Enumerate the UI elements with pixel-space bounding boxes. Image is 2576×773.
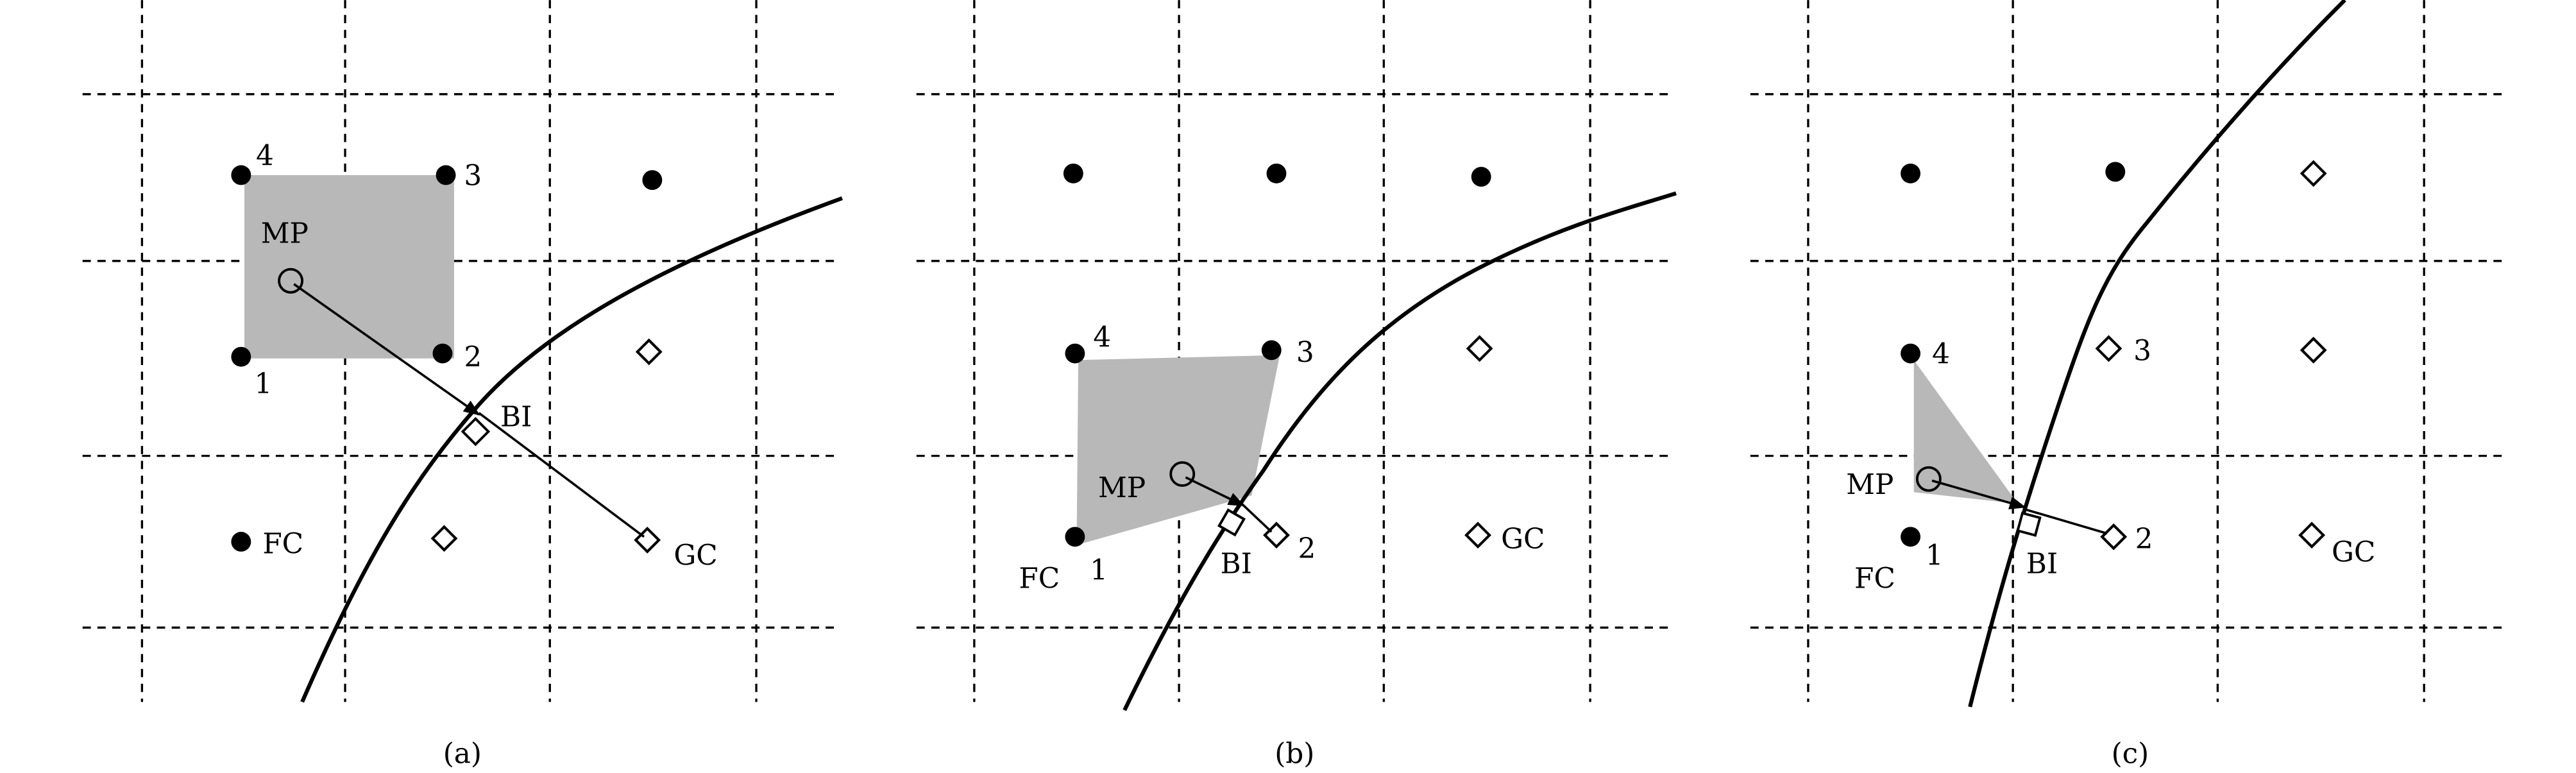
label-1: 1 xyxy=(1090,554,1108,587)
fluid-cells xyxy=(1063,163,1491,547)
mp-bi-arrow xyxy=(1931,479,2026,509)
mp-bi-arrow xyxy=(293,283,480,416)
bi-to-gc-line xyxy=(1241,502,1273,533)
label-mp: MP xyxy=(1098,471,1146,504)
boundary-curve xyxy=(1123,191,1677,711)
label-2: 2 xyxy=(464,341,482,374)
boundary-curve xyxy=(1968,0,2346,708)
fluid-cells xyxy=(1901,162,2126,547)
label-2: 2 xyxy=(2135,523,2153,556)
ghost-cells xyxy=(1263,335,1493,549)
ghost-cells xyxy=(430,338,663,554)
caption-b: (b) xyxy=(1275,737,1314,770)
interpolation-region xyxy=(1913,360,2018,504)
grid xyxy=(916,0,1668,702)
panel-b: 4 3 1 2 MP BI FC GC (b) xyxy=(916,0,1677,770)
interpolation-region xyxy=(244,174,454,359)
label-2: 2 xyxy=(1298,532,1316,565)
label-gc: GC xyxy=(2332,536,2375,568)
panel-a: 4 3 1 2 MP BI FC GC (a) xyxy=(82,0,843,770)
caption-a: (a) xyxy=(443,737,482,770)
mp-to-gc-line xyxy=(478,412,645,538)
label-bi: BI xyxy=(1220,547,1251,580)
grid xyxy=(82,0,835,702)
label-1: 1 xyxy=(1926,539,1944,572)
label-bi: BI xyxy=(500,400,532,433)
boundary-intersection xyxy=(1217,508,1246,537)
label-mp: MP xyxy=(1846,468,1894,501)
mirror-point xyxy=(278,268,304,294)
label-mp: MP xyxy=(261,217,309,250)
boundary-intersection xyxy=(2016,511,2042,537)
ghost-cells xyxy=(2095,160,2327,550)
interpolation-region xyxy=(1076,355,1280,545)
mirror-point xyxy=(1169,461,1196,487)
label-fc: FC xyxy=(1854,563,1895,595)
label-4: 4 xyxy=(1932,337,1950,370)
boundary-intersection xyxy=(461,417,491,446)
label-4: 4 xyxy=(1093,321,1111,354)
label-4: 4 xyxy=(256,140,274,173)
label-gc: GC xyxy=(674,539,717,572)
panel-c: 4 3 1 2 MP BI FC GC (c) xyxy=(1750,0,2502,770)
label-3: 3 xyxy=(464,159,482,192)
label-fc: FC xyxy=(1019,563,1060,595)
fluid-cells xyxy=(231,165,663,552)
bi-to-gc-line xyxy=(2022,507,2108,535)
label-1: 1 xyxy=(254,368,272,400)
label-3: 3 xyxy=(2133,334,2151,367)
label-bi: BI xyxy=(2026,547,2058,580)
label-3: 3 xyxy=(1296,336,1314,369)
mp-bi-arrow xyxy=(1185,476,1245,507)
mirror-point xyxy=(1915,466,1942,492)
label-fc: FC xyxy=(262,528,303,561)
label-gc: GC xyxy=(1501,523,1545,556)
grid xyxy=(1750,0,2502,702)
caption-c: (c) xyxy=(2112,737,2149,770)
